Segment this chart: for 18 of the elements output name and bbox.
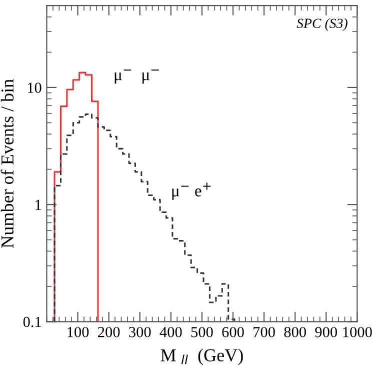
x-axis-title: M $_{ll}$ (GeV) [160,348,243,366]
x-tick-label: 200 [98,326,120,338]
y-tick-label: 10 [28,82,42,93]
y-tick-label: 0.1 [23,316,41,328]
x-tick-label: 500 [191,326,213,338]
x-tick-label: 300 [129,326,151,338]
annotation: μ$^{−}$ μ$^{−}$ [114,70,159,84]
x-tick-label: 1000 [343,326,372,338]
annotation: μ$^{−}$ e$^{+}$ [172,182,211,200]
annotation: SPC (S3) [296,18,348,31]
x-tick-label: 800 [284,326,306,338]
x-tick-label: 900 [315,326,338,338]
y-axis-title: Number of Events / bin [0,79,14,248]
x-tick-label: 100 [68,326,89,338]
y-tick-label: 1 [36,200,41,210]
x-tick-label: 600 [222,326,244,338]
x-tick-label: 700 [254,326,275,338]
x-tick-label: 400 [160,326,182,338]
